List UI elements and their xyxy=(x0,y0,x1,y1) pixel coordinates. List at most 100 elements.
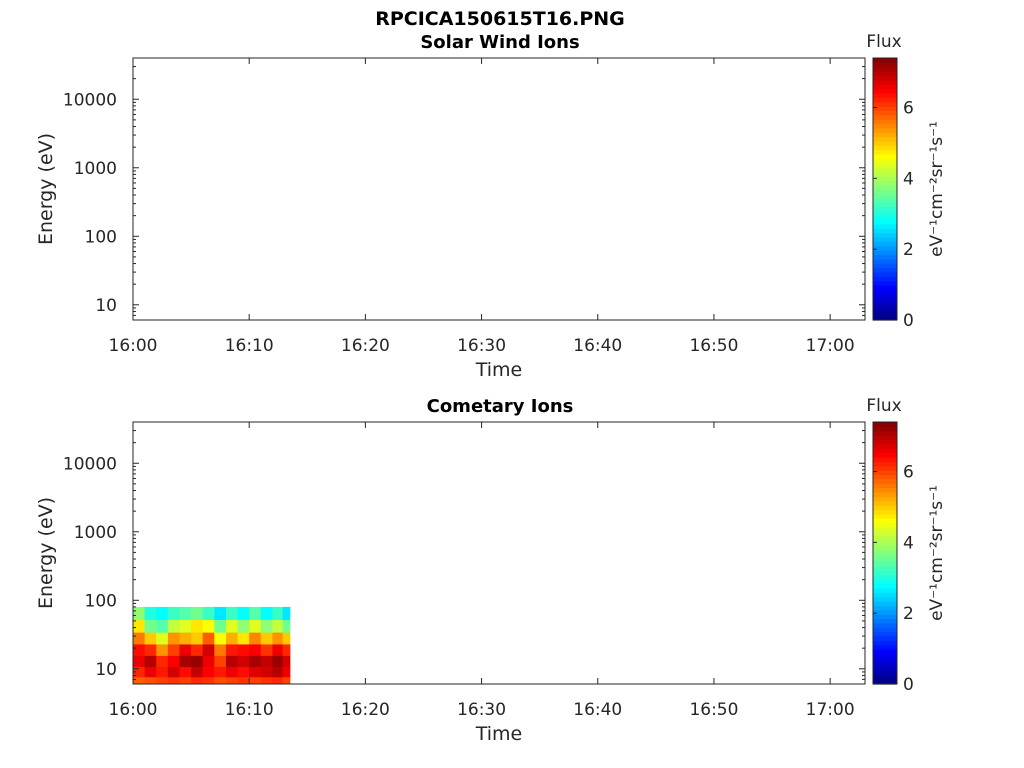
x-tick-label: 16:00 xyxy=(109,336,158,356)
colorbar: 0 2 4 6 xyxy=(872,421,914,695)
colorbar-segment xyxy=(873,601,897,606)
colorbar-segment xyxy=(873,631,897,637)
colorbar-segment xyxy=(873,298,897,304)
heat-cell xyxy=(156,666,169,678)
heat-cell xyxy=(225,655,239,667)
x-tick-label: 16:20 xyxy=(341,336,390,356)
colorbar-segment xyxy=(873,84,897,90)
colorbar-frame xyxy=(872,57,898,321)
x-axis-label: Time xyxy=(475,723,523,745)
heat-cell xyxy=(249,619,262,633)
heat-cell xyxy=(237,606,250,621)
heat-cell xyxy=(133,643,146,656)
heat-cell xyxy=(282,655,291,667)
colorbar-segment xyxy=(873,670,897,676)
colorbar-segment xyxy=(873,448,897,454)
x-tick-label: 16:40 xyxy=(573,336,622,356)
heat-cell xyxy=(202,643,215,656)
heat-cell xyxy=(237,666,250,678)
heat-cell xyxy=(156,655,169,667)
colorbar: 0 2 4 6 xyxy=(872,57,914,331)
colorbar-segment xyxy=(873,640,897,646)
x-tick-label: 16:30 xyxy=(457,700,506,720)
heat-cell xyxy=(282,666,291,678)
colorbar-segment xyxy=(873,175,897,181)
x-axis-label: Time xyxy=(475,359,523,381)
colorbar-segment xyxy=(873,426,897,432)
heat-cell xyxy=(167,643,180,656)
heat-cell xyxy=(272,643,284,656)
heat-cell xyxy=(167,619,180,633)
colorbar-segment xyxy=(873,149,897,155)
heat-cell xyxy=(272,666,284,678)
colorbar-segment xyxy=(873,219,897,225)
colorbar-segment xyxy=(873,215,897,221)
heat-cell xyxy=(191,666,204,678)
colorbar-segment xyxy=(873,535,897,541)
colorbar-segment xyxy=(873,267,897,273)
colorbar-segment xyxy=(873,136,897,142)
colorbar-segment xyxy=(873,58,897,63)
colorbar-segment xyxy=(873,579,897,585)
heat-cell xyxy=(191,655,204,667)
x-tick-label: 16:10 xyxy=(225,336,274,356)
heat-cell xyxy=(282,632,291,645)
heat-cell xyxy=(260,676,273,685)
colorbar-segment xyxy=(873,574,897,580)
colorbar-segment xyxy=(873,622,897,628)
colorbar-segment xyxy=(873,430,897,436)
heat-cell xyxy=(133,676,146,685)
colorbar-segment xyxy=(873,223,897,229)
heat-cell xyxy=(282,676,291,685)
heat-cell xyxy=(225,632,239,645)
colorbar-segment xyxy=(873,263,897,269)
colorbar-segment xyxy=(873,679,897,685)
colorbar-tick-label: 4 xyxy=(903,169,914,189)
heat-cell xyxy=(179,676,192,685)
colorbar-segment xyxy=(873,145,897,151)
heat-cell xyxy=(214,632,227,645)
colorbar-segment xyxy=(873,452,897,458)
colorbar-segment xyxy=(873,228,897,234)
heat-cell xyxy=(202,632,215,645)
colorbar-segment xyxy=(873,62,897,68)
colorbar-segment xyxy=(873,210,897,216)
heat-cell xyxy=(272,619,284,633)
x-tick-label: 17:00 xyxy=(806,700,855,720)
colorbar-segment xyxy=(873,171,897,177)
heat-cell xyxy=(214,606,227,621)
spectrogram xyxy=(133,606,291,685)
heat-cell xyxy=(202,606,215,621)
colorbar-segment xyxy=(873,132,897,138)
colorbar-segment xyxy=(873,439,897,445)
colorbar-segment xyxy=(873,140,897,146)
y-tick-label: 1000 xyxy=(74,159,117,179)
heat-cell xyxy=(237,655,250,667)
colorbar-segment xyxy=(873,566,897,572)
y-tick-label: 10000 xyxy=(63,90,117,110)
colorbar-segment xyxy=(873,509,897,515)
plot-area xyxy=(132,57,866,321)
colorbar-segment xyxy=(873,158,897,164)
colorbar-tick-label: 2 xyxy=(903,240,914,260)
heat-cell xyxy=(167,632,180,645)
colorbar-segment xyxy=(873,666,897,672)
heat-cell xyxy=(249,676,262,685)
colorbar-segment xyxy=(873,66,897,72)
heat-cell xyxy=(282,619,291,633)
heat-cell xyxy=(225,666,239,678)
colorbar-segment xyxy=(873,539,897,545)
heat-cell xyxy=(202,666,215,678)
colorbar-segment xyxy=(873,635,897,641)
heat-cell xyxy=(144,655,157,667)
colorbar-segment xyxy=(873,154,897,160)
x-axis: 16:00 16:10 16:20 16:30 16:40 16:50 17:00 xyxy=(109,422,855,720)
heat-cell xyxy=(237,632,250,645)
heat-cell xyxy=(179,619,192,633)
colorbar-segment xyxy=(873,518,897,524)
y-tick-label: 10000 xyxy=(63,454,117,474)
heat-cell xyxy=(237,619,250,633)
colorbar-segment xyxy=(873,202,897,208)
heat-cell xyxy=(237,676,250,685)
x-tick-label: 16:10 xyxy=(225,700,274,720)
